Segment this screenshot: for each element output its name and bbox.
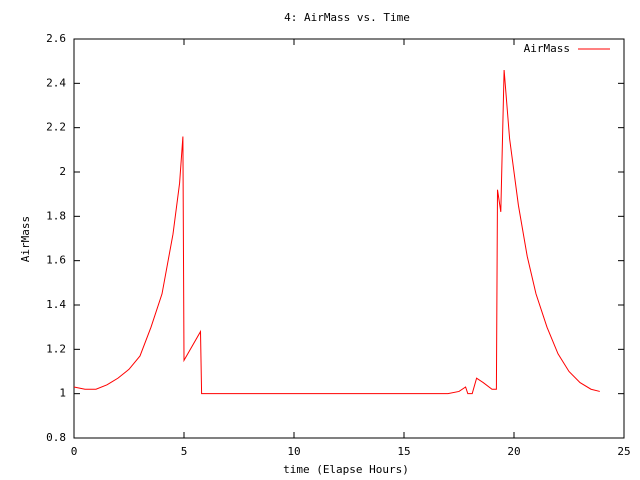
- y-tick-label: 2.6: [46, 32, 66, 45]
- y-tick-label: 1.2: [46, 342, 66, 355]
- x-axis-label: time (Elapse Hours): [283, 463, 409, 476]
- y-tick-label: 1: [59, 387, 66, 400]
- y-tick-label: 1.8: [46, 209, 66, 222]
- y-tick-label: 2.4: [46, 76, 66, 89]
- y-tick-label: 1.6: [46, 254, 66, 267]
- y-tick-label: 0.8: [46, 431, 66, 444]
- y-tick-label: 1.4: [46, 298, 66, 311]
- x-tick-label: 25: [617, 445, 630, 458]
- y-axis-label: AirMass: [19, 216, 32, 262]
- data-line: [73, 69, 600, 395]
- x-tick-label: 0: [71, 445, 78, 458]
- chart-title: 4: AirMass vs. Time: [284, 11, 410, 24]
- y-tick-label: 2: [59, 165, 66, 178]
- x-tick-label: 15: [397, 445, 410, 458]
- x-tick-label: 20: [507, 445, 520, 458]
- x-tick-label: 10: [287, 445, 300, 458]
- x-tick-label: 5: [181, 445, 188, 458]
- plot-border: [73, 38, 625, 439]
- y-tick-label: 2.2: [46, 121, 66, 134]
- legend-label: AirMass: [524, 42, 570, 55]
